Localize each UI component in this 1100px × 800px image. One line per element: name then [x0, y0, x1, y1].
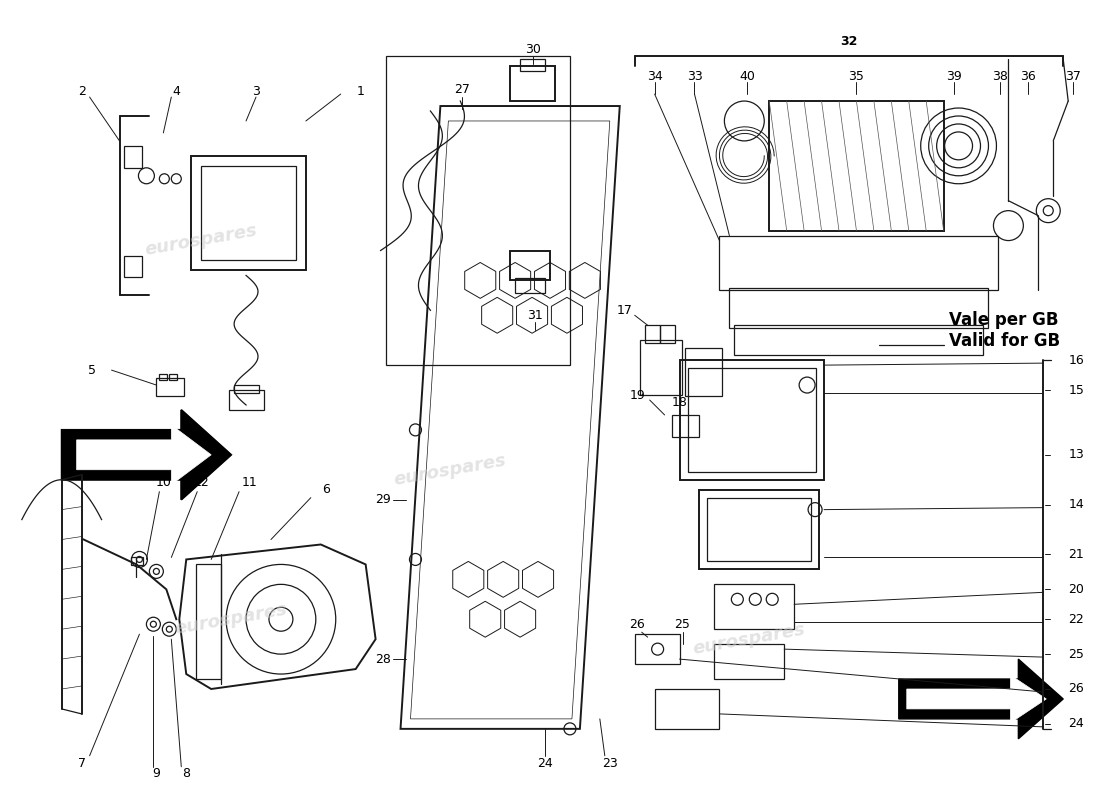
Text: 32: 32: [840, 34, 858, 48]
Text: 16: 16: [1068, 354, 1084, 366]
Text: 1: 1: [356, 85, 364, 98]
Bar: [735, 326, 983, 355]
Bar: [229, 390, 264, 410]
Bar: [700, 490, 820, 570]
Bar: [684, 348, 723, 396]
Text: 9: 9: [153, 767, 161, 780]
Polygon shape: [62, 410, 231, 500]
Text: 24: 24: [1068, 718, 1084, 730]
Text: 5: 5: [88, 364, 96, 377]
Text: eurospares: eurospares: [174, 601, 289, 638]
Text: 11: 11: [241, 476, 257, 490]
Bar: [729, 288, 989, 328]
Text: 26: 26: [629, 618, 645, 630]
Text: 22: 22: [1068, 613, 1084, 626]
Text: eurospares: eurospares: [143, 222, 258, 259]
Text: 29: 29: [375, 493, 390, 506]
Text: 20: 20: [1068, 583, 1085, 596]
Bar: [196, 565, 221, 679]
Bar: [769, 101, 944, 230]
Bar: [234, 385, 258, 393]
Text: 15: 15: [1068, 383, 1085, 397]
Text: 13: 13: [1068, 448, 1084, 462]
Bar: [660, 326, 674, 343]
Bar: [680, 360, 824, 480]
Text: 38: 38: [992, 70, 1009, 82]
Text: 7: 7: [78, 758, 86, 770]
Text: 36: 36: [1021, 70, 1036, 82]
Text: 31: 31: [527, 309, 543, 322]
Bar: [714, 584, 794, 630]
Bar: [510, 250, 550, 281]
Text: 6: 6: [322, 483, 330, 496]
Text: Vale per GB
Valid for GB: Vale per GB Valid for GB: [948, 311, 1059, 350]
Bar: [124, 146, 142, 168]
Text: 17: 17: [617, 304, 632, 317]
Polygon shape: [899, 659, 1064, 739]
Text: 21: 21: [1068, 548, 1084, 561]
Bar: [635, 634, 680, 664]
Bar: [672, 415, 700, 437]
Text: 30: 30: [525, 42, 541, 56]
Bar: [688, 368, 816, 472]
Text: 37: 37: [1065, 70, 1081, 82]
Bar: [124, 255, 142, 278]
Text: 12: 12: [194, 476, 209, 490]
Bar: [510, 66, 556, 101]
Bar: [160, 374, 167, 380]
Text: 2: 2: [78, 85, 86, 98]
Text: 39: 39: [946, 70, 961, 82]
Text: 8: 8: [183, 767, 190, 780]
Bar: [515, 278, 544, 294]
Text: 27: 27: [454, 82, 470, 95]
Bar: [386, 56, 570, 365]
Polygon shape: [906, 675, 1046, 723]
Text: 10: 10: [155, 476, 172, 490]
Bar: [520, 59, 544, 71]
Bar: [156, 378, 185, 396]
Text: 40: 40: [739, 70, 756, 82]
Text: 35: 35: [848, 70, 864, 82]
Bar: [640, 340, 682, 395]
Text: 25: 25: [674, 618, 691, 630]
Bar: [654, 689, 719, 729]
Bar: [132, 558, 143, 566]
Text: 34: 34: [647, 70, 662, 82]
Bar: [714, 644, 784, 679]
Bar: [191, 156, 306, 270]
Text: eurospares: eurospares: [692, 621, 807, 658]
Polygon shape: [77, 425, 211, 485]
Text: 26: 26: [1068, 682, 1084, 695]
Text: 24: 24: [537, 758, 553, 770]
Text: 14: 14: [1068, 498, 1084, 511]
Text: 4: 4: [173, 85, 180, 98]
Bar: [707, 498, 811, 562]
Text: 25: 25: [1068, 648, 1085, 661]
Text: 3: 3: [252, 85, 260, 98]
Text: 28: 28: [375, 653, 390, 666]
Text: 23: 23: [602, 758, 618, 770]
Text: 33: 33: [686, 70, 703, 82]
Bar: [169, 374, 177, 380]
Text: 18: 18: [672, 397, 688, 410]
Text: 19: 19: [630, 389, 646, 402]
Bar: [719, 235, 999, 290]
Text: eurospares: eurospares: [393, 451, 508, 489]
Bar: [645, 326, 660, 343]
Bar: [201, 166, 296, 261]
